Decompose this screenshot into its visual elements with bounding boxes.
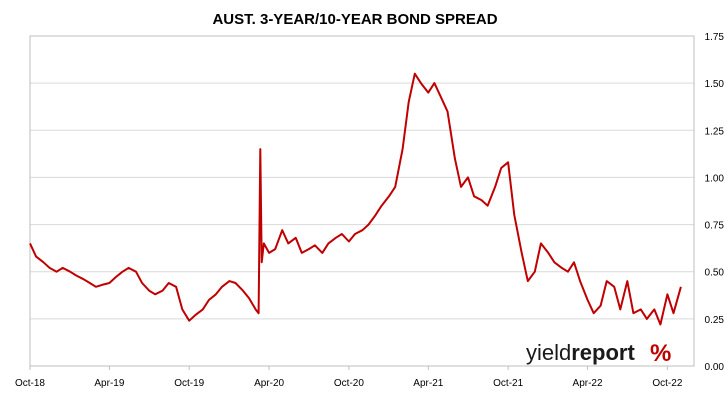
plot-border [29, 35, 695, 367]
x-tick-label: Apr-21 [413, 378, 443, 389]
y-tick-label: 1.50 [705, 79, 725, 90]
yieldreport-logo: yieldreport % [526, 340, 671, 367]
x-tick-label: Apr-22 [573, 378, 603, 389]
x-tick-label: Oct-19 [174, 378, 204, 389]
grid [30, 35, 694, 367]
y-tick-label: 0.75 [705, 221, 725, 232]
y-tick-label: 0.00 [705, 362, 725, 373]
y-axis-ticks: 0.00 0.25 0.50 0.75 1.00 1.25 1.50 1.75 [705, 32, 725, 373]
y-tick-label: 1.75 [705, 32, 725, 43]
y-tick-label: 1.00 [705, 173, 725, 184]
x-tick-label: Oct-21 [493, 378, 523, 389]
logo-percent-icon: % [650, 340, 671, 367]
y-tick-label: 1.25 [705, 126, 725, 137]
series-line-spread [29, 72, 682, 326]
logo-word-report: report [571, 340, 635, 365]
x-tick-label: Oct-18 [15, 378, 45, 389]
y-tick-label: 0.25 [705, 315, 725, 326]
logo-word-yield: yield [526, 340, 571, 365]
x-tick-label: Apr-19 [94, 378, 124, 389]
x-tick-label: Oct-22 [652, 378, 682, 389]
chart-title: AUST. 3-YEAR/10-YEAR BOND SPREAD [212, 11, 497, 28]
y-tick-label: 0.50 [705, 268, 725, 279]
x-axis-ticks: Oct-18 Apr-19 Oct-19 Apr-20 Oct-20 Apr-21 Oct-… [15, 366, 683, 389]
x-tick-label: Oct-20 [334, 378, 364, 389]
x-tick-label: Apr-20 [254, 378, 284, 389]
logo-text: yieldreport [526, 340, 635, 365]
